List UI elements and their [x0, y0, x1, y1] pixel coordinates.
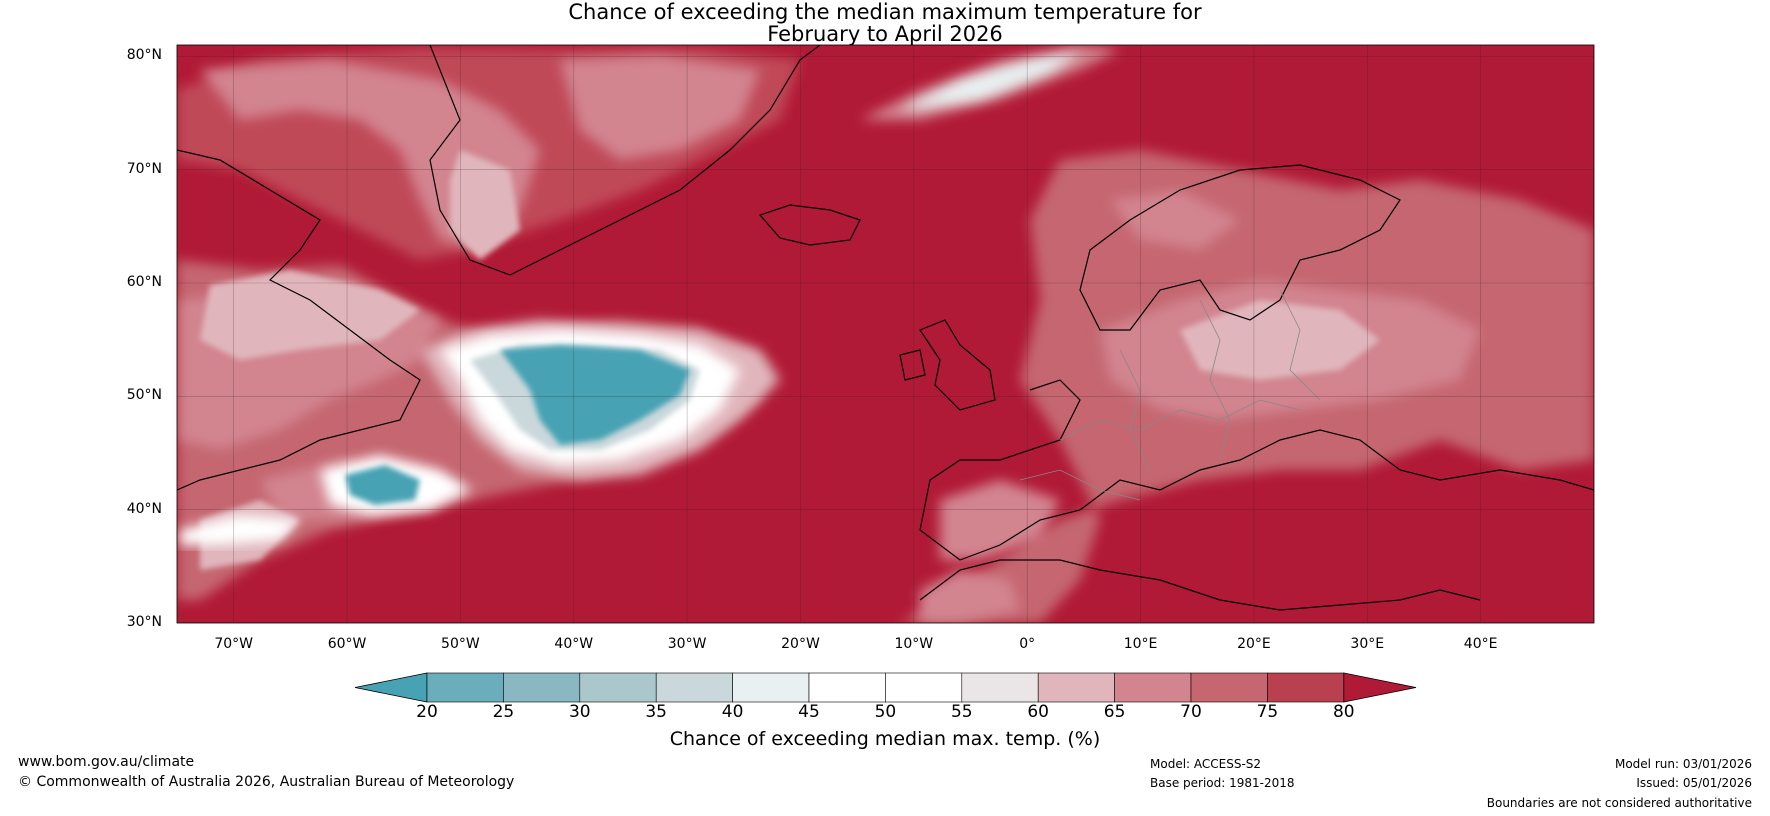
atlantic-cool-anomaly: [180, 320, 780, 545]
colorbar-segment: [579, 672, 657, 703]
footer-base-period: Base period: 1981-2018: [1150, 776, 1295, 790]
footer-copyright: © Commonwealth of Australia 2026, Austra…: [18, 774, 515, 790]
colorbar-segment: [808, 672, 886, 703]
colorbar-segment: [1114, 672, 1192, 703]
chart-title-line1: Chance of exceeding the median maximum t…: [568, 0, 1202, 24]
colorbar-segment: [961, 672, 1039, 703]
colorbar-segment: [426, 672, 504, 703]
country-borders: [1019, 289, 1321, 501]
colorbar-segment: [732, 672, 810, 703]
british-isles-coast: [899, 319, 996, 411]
colorbar-tick-label: 35: [645, 702, 667, 722]
arctic-low-prob-band: [860, 45, 1120, 120]
colorbar-tick-label: 65: [1103, 702, 1126, 722]
colorbar-tick-label: 50: [874, 702, 897, 722]
colorbar-tick-label: 25: [492, 702, 515, 722]
longitude-label: 20°W: [781, 636, 820, 652]
longitude-label: 20°E: [1237, 636, 1271, 652]
latitude-label: 30°N: [126, 614, 162, 630]
colorbar-tick-label: 80: [1332, 702, 1355, 722]
iceland-coast: [758, 204, 861, 246]
colorbar-tick-label: 20: [416, 702, 438, 722]
longitude-label: 30°W: [667, 636, 707, 652]
latitude-label: 80°N: [126, 47, 162, 64]
colorbar-tick-label: 40: [721, 702, 744, 722]
footer-model-run: Model run: 03/01/2026: [1614, 757, 1752, 771]
colorbar-label: Chance of exceeding median max. temp. (%…: [669, 728, 1101, 750]
longitude-label: 40°W: [554, 636, 594, 652]
colorbar-tick-label: 55: [950, 702, 973, 722]
longitude-label: 50°W: [441, 636, 480, 652]
mediterranean-africa-coast: [919, 559, 1481, 611]
footer-issued: Issued: 05/01/2026: [1636, 776, 1752, 790]
longitude-label: 40°E: [1463, 636, 1498, 652]
canada-coast: [177, 149, 421, 491]
colorbar-segment: [503, 672, 581, 703]
colorbar-extend-low: [354, 672, 428, 703]
greenland-coast: [429, 45, 821, 276]
colorbar-segment: [1190, 672, 1268, 703]
chart-title-line2: February to April 2026: [767, 22, 1003, 46]
colorbar-tick-label: 30: [568, 702, 591, 722]
longitude-label: 30°E: [1350, 636, 1385, 652]
longitude-label: 10°W: [894, 636, 934, 652]
longitude-label: 60°W: [327, 636, 367, 652]
longitude-label: 70°W: [214, 636, 253, 652]
longitude-label: 10°E: [1123, 636, 1158, 652]
latitude-label: 50°N: [126, 387, 162, 404]
colorbar-segment: [885, 672, 963, 703]
gridlines: [177, 45, 1594, 623]
latitude-label: 70°N: [126, 160, 162, 177]
colorbar-tick-label: 70: [1180, 702, 1202, 722]
footer-url[interactable]: www.bom.gov.au/climate: [18, 754, 195, 770]
europe-coast: [919, 379, 1594, 561]
latitude-label: 40°N: [126, 500, 162, 517]
coastlines: [177, 45, 1594, 611]
colorbar-extend-high: [1343, 672, 1417, 703]
scandinavia-coast: [1079, 164, 1401, 331]
longitude-label: 0°: [1019, 636, 1036, 652]
colorbar: [354, 672, 1417, 703]
colorbar-segment: [655, 672, 733, 703]
colorbar-segment: [1267, 672, 1345, 703]
footer-disclaimer: Boundaries are not considered authoritat…: [1486, 796, 1752, 810]
colorbar-segment: [1037, 672, 1115, 703]
latitude-label: 60°N: [126, 274, 162, 290]
colorbar-tick-label: 75: [1256, 702, 1279, 722]
map-frame: [176, 44, 1595, 624]
colorbar-tick-label: 60: [1027, 702, 1049, 722]
footer-model: Model: ACCESS-S2: [1150, 757, 1262, 771]
forecast-field: [177, 45, 1594, 623]
colorbar-tick-label: 45: [798, 702, 820, 722]
